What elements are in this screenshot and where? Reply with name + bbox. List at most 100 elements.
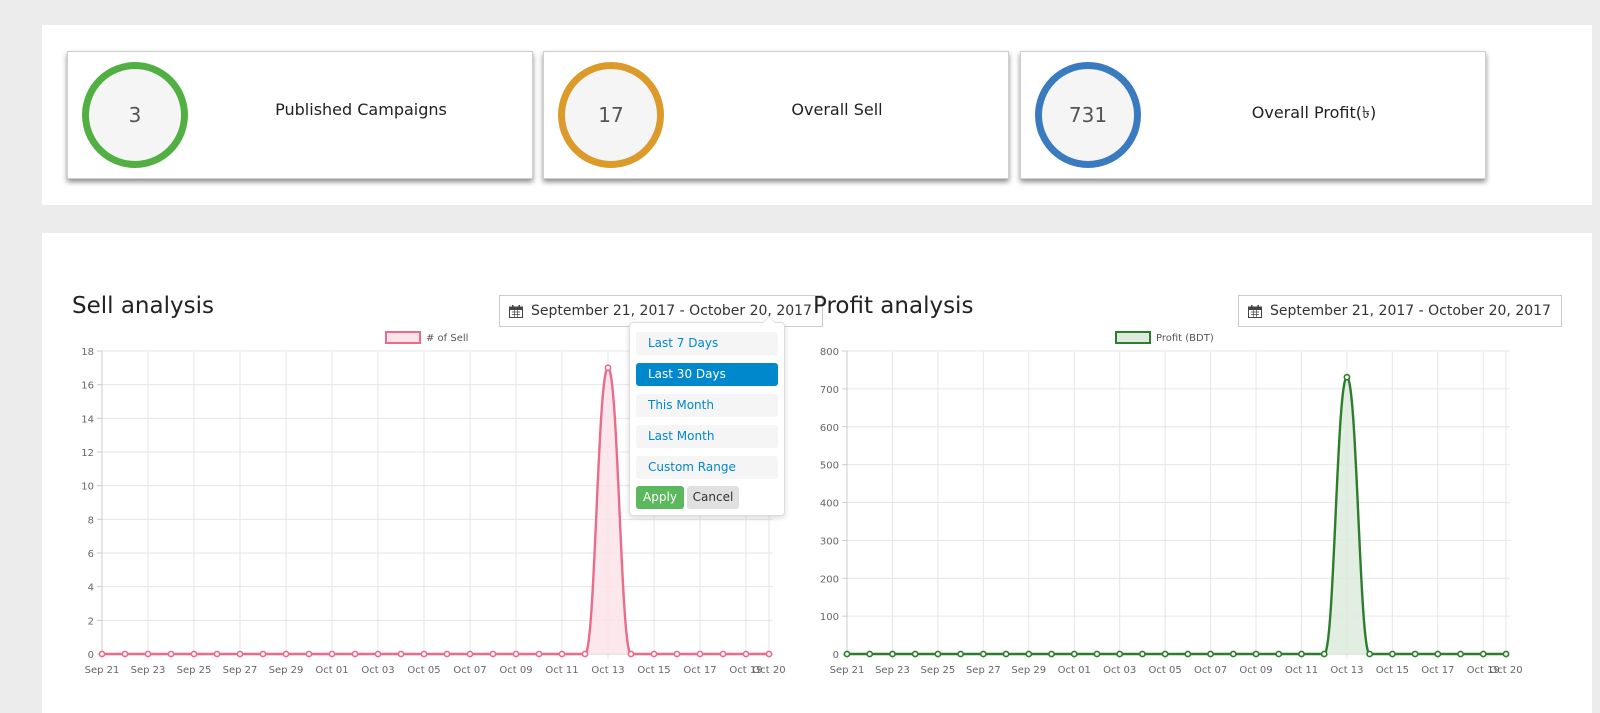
y-tick-label: 0 xyxy=(88,650,94,661)
y-tick-label: 600 xyxy=(820,423,839,434)
data-point xyxy=(1275,650,1283,658)
range-option-this-month[interactable]: This Month xyxy=(636,394,778,417)
x-tick-label: Oct 11 xyxy=(1285,665,1318,676)
y-tick-label: 0 xyxy=(833,650,839,661)
x-tick-label: Oct 19 xyxy=(1467,665,1500,676)
data-point xyxy=(328,650,336,658)
x-tick-label: Oct 01 xyxy=(315,665,348,676)
data-point xyxy=(167,650,175,658)
legend-label: # of Sell xyxy=(426,333,468,344)
x-tick-label: Oct 09 xyxy=(499,665,532,676)
x-tick-label: Oct 03 xyxy=(361,665,394,676)
stat-card-overall-sell: 17 Overall Sell xyxy=(543,51,1009,179)
data-point xyxy=(1229,650,1237,658)
x-tick-label: Oct 20 xyxy=(752,665,785,676)
data-point xyxy=(305,650,313,658)
x-tick-label: Sep 25 xyxy=(921,665,956,676)
data-point xyxy=(742,650,750,658)
x-tick-label: Oct 19 xyxy=(729,665,762,676)
data-point xyxy=(121,650,129,658)
x-tick-label: Oct 01 xyxy=(1058,665,1091,676)
data-point xyxy=(979,650,987,658)
calendar-icon xyxy=(509,304,523,318)
data-point xyxy=(719,650,727,658)
legend-swatch xyxy=(1115,331,1151,344)
legend-swatch xyxy=(385,331,421,344)
legend-label: Profit (BDT) xyxy=(1156,333,1214,344)
data-point xyxy=(374,650,382,658)
data-point xyxy=(1048,650,1055,658)
data-point xyxy=(911,650,919,658)
data-point xyxy=(866,650,874,658)
sell-date-range-text: September 21, 2017 - October 20, 2017 xyxy=(531,303,812,319)
y-tick-label: 300 xyxy=(820,536,839,547)
data-point xyxy=(765,650,773,658)
x-tick-label: Oct 20 xyxy=(1489,665,1522,676)
overall-sell-count: 17 xyxy=(558,62,664,168)
data-point xyxy=(957,650,965,658)
data-point xyxy=(696,650,704,658)
data-point xyxy=(1366,650,1374,658)
y-tick-label: 12 xyxy=(81,448,94,459)
data-point xyxy=(98,650,106,658)
data-point xyxy=(1252,650,1260,658)
data-point xyxy=(1207,650,1214,658)
data-point xyxy=(282,650,290,658)
data-point xyxy=(512,650,520,658)
data-point xyxy=(581,650,589,658)
x-tick-label: Oct 07 xyxy=(453,665,486,676)
data-point xyxy=(466,650,474,658)
data-point xyxy=(934,650,942,658)
y-tick-label: 2 xyxy=(88,616,94,627)
x-tick-label: Oct 03 xyxy=(1103,665,1136,676)
data-point xyxy=(443,650,451,658)
overall-sell-label: Overall Sell xyxy=(791,100,883,119)
apply-button[interactable]: Apply xyxy=(636,486,684,509)
profit-analysis-title: Profit analysis xyxy=(813,293,974,319)
overall-profit-label: Overall Profit(৳) xyxy=(1251,103,1377,122)
cancel-button[interactable]: Cancel xyxy=(687,486,739,509)
data-point xyxy=(1457,650,1464,658)
date-range-menu: Last 7 Days Last 30 Days This Month Last… xyxy=(629,316,785,516)
x-tick-label: Oct 09 xyxy=(1239,665,1272,676)
data-point xyxy=(1343,373,1351,381)
y-tick-label: 8 xyxy=(88,515,94,526)
x-tick-label: Oct 15 xyxy=(637,665,670,676)
y-tick-label: 4 xyxy=(88,583,94,594)
data-point xyxy=(351,650,359,658)
range-option-last-30-days[interactable]: Last 30 Days xyxy=(636,363,778,386)
data-point xyxy=(673,650,681,658)
stat-card-published-campaigns: 3 Published Campaigns xyxy=(67,51,533,179)
x-tick-label: Oct 07 xyxy=(1194,665,1227,676)
x-tick-label: Oct 05 xyxy=(1149,665,1182,676)
data-point xyxy=(1320,650,1328,658)
x-tick-label: Oct 05 xyxy=(407,665,440,676)
data-point xyxy=(1025,650,1033,658)
y-tick-label: 16 xyxy=(81,381,94,392)
x-tick-label: Sep 29 xyxy=(269,665,304,676)
profit-date-range-picker[interactable]: September 21, 2017 - October 20, 2017 xyxy=(1238,295,1562,327)
x-tick-label: Sep 21 xyxy=(85,665,120,676)
series-line xyxy=(847,375,1506,656)
sell-analysis-title: Sell analysis xyxy=(72,293,214,319)
data-point xyxy=(1411,650,1419,658)
data-point xyxy=(397,650,405,658)
y-tick-label: 10 xyxy=(81,482,94,493)
x-tick-label: Oct 17 xyxy=(1421,665,1454,676)
y-tick-label: 100 xyxy=(820,612,839,623)
x-tick-label: Sep 27 xyxy=(223,665,258,676)
stats-panel: 3 Published Campaigns 17 Overall Sell 73… xyxy=(42,25,1592,205)
range-option-last-7-days[interactable]: Last 7 Days xyxy=(636,332,778,355)
profit-date-range-text: September 21, 2017 - October 20, 2017 xyxy=(1270,303,1551,319)
y-tick-label: 6 xyxy=(88,549,94,560)
calendar-icon xyxy=(1248,304,1262,318)
range-option-custom-range[interactable]: Custom Range xyxy=(636,456,778,479)
x-tick-label: Sep 27 xyxy=(966,665,1001,676)
x-tick-label: Oct 13 xyxy=(591,665,624,676)
range-option-last-month[interactable]: Last Month xyxy=(636,425,778,448)
y-tick-label: 400 xyxy=(820,499,839,510)
data-point xyxy=(144,650,152,658)
data-point xyxy=(1116,650,1124,658)
sell-chart: # of Sell 0 2 4 6 8 10 12 14 16 18 Sep 21 Sep 23 Sep … xyxy=(81,331,786,676)
x-tick-label: Sep 23 xyxy=(875,665,910,676)
